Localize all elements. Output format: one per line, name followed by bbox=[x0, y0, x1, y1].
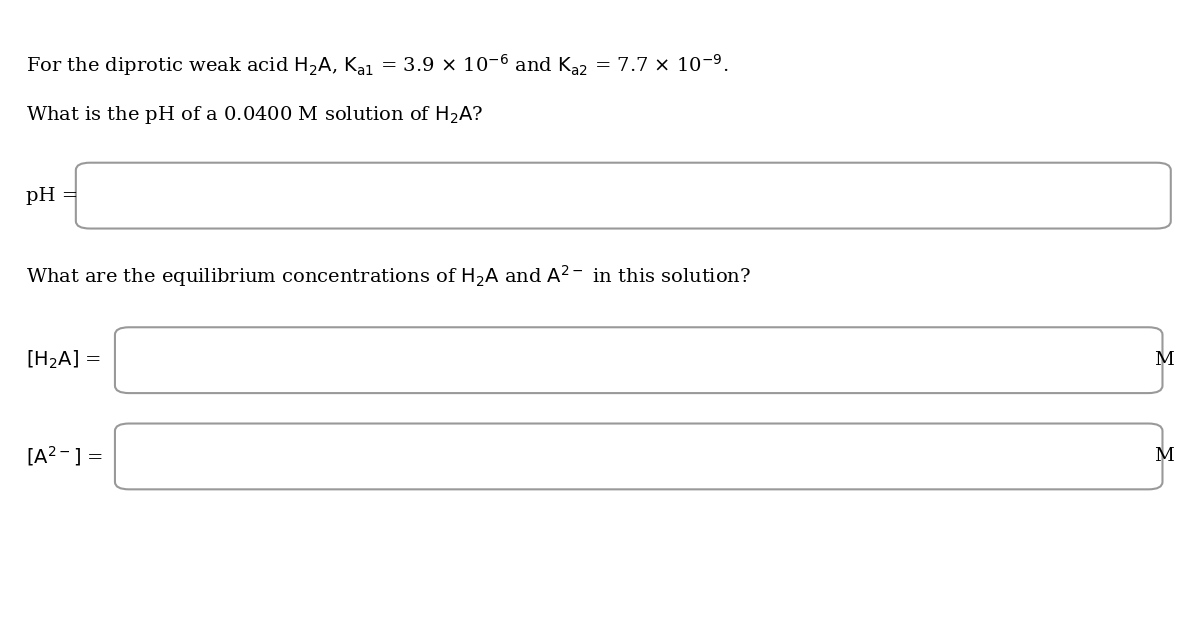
Text: What are the equilibrium concentrations of $\mathrm{H_2A}$ and $\mathrm{A^{2-}}$: What are the equilibrium concentrations … bbox=[26, 263, 751, 289]
FancyBboxPatch shape bbox=[76, 163, 1171, 229]
FancyBboxPatch shape bbox=[115, 327, 1162, 393]
FancyBboxPatch shape bbox=[115, 424, 1162, 489]
Text: What is the pH of a 0.0400 M solution of $\mathrm{H_2A}$?: What is the pH of a 0.0400 M solution of… bbox=[26, 104, 483, 126]
Text: M: M bbox=[1154, 448, 1173, 465]
Text: For the diprotic weak acid $\mathrm{H_2A}$, $\mathrm{K_{a1}}$ = 3.9 $\times$ 10$: For the diprotic weak acid $\mathrm{H_2A… bbox=[26, 52, 729, 78]
Text: M: M bbox=[1154, 351, 1173, 369]
Text: $[\mathrm{H_2A}]$ =: $[\mathrm{H_2A}]$ = bbox=[26, 349, 101, 371]
Text: pH =: pH = bbox=[26, 187, 78, 204]
Text: $[\mathrm{A^{2-}}]$ =: $[\mathrm{A^{2-}}]$ = bbox=[26, 445, 103, 468]
